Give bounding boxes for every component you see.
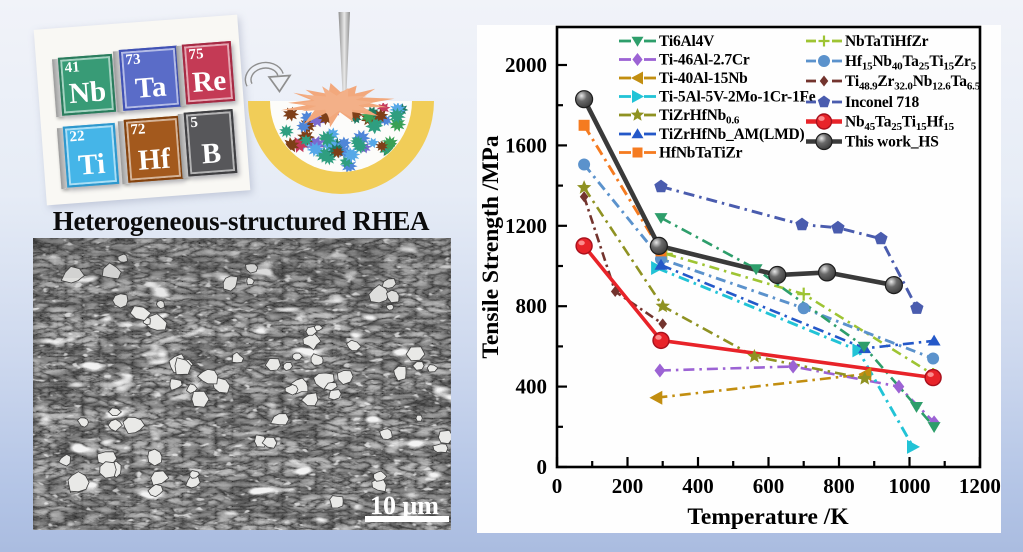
- svg-text:10 μm: 10 μm: [370, 491, 439, 520]
- svg-text:Nb45Ta25Ti15Hf15: Nb45Ta25Ti15Hf15: [845, 114, 955, 133]
- svg-text:Tensile Strength /MPa: Tensile Strength /MPa: [478, 135, 504, 359]
- svg-text:1600: 1600: [505, 133, 547, 157]
- svg-text:Ti-40Al-15Nb: Ti-40Al-15Nb: [659, 70, 748, 87]
- svg-text:200: 200: [612, 474, 644, 498]
- svg-text:1200: 1200: [505, 214, 547, 238]
- svg-text:2000: 2000: [505, 53, 547, 77]
- svg-text:HfNbTaTiZr: HfNbTaTiZr: [659, 145, 743, 162]
- svg-text:Inconel 718: Inconel 718: [845, 94, 919, 111]
- svg-text:TiZrHfNb_AM(LMD): TiZrHfNb_AM(LMD): [659, 126, 805, 143]
- svg-text:Ti-5Al-5V-2Mo-1Cr-1Fe: Ti-5Al-5V-2Mo-1Cr-1Fe: [659, 89, 816, 106]
- svg-text:400: 400: [516, 375, 548, 399]
- svg-text:Ti48.9Zr32.0Nb12.6Ta6.5: Ti48.9Zr32.0Nb12.6Ta6.5: [845, 73, 981, 92]
- svg-text:1200: 1200: [959, 474, 1001, 498]
- svg-text:NbTaTiHfZr: NbTaTiHfZr: [845, 33, 929, 50]
- svg-text:This work_HS: This work_HS: [845, 134, 939, 151]
- svg-text:Ti-46Al-2.7Cr: Ti-46Al-2.7Cr: [659, 52, 750, 69]
- svg-text:800: 800: [823, 474, 855, 498]
- svg-text:1000: 1000: [889, 474, 931, 498]
- svg-text:TiZrHfNb0.6: TiZrHfNb0.6: [659, 107, 740, 126]
- svg-text:0: 0: [552, 474, 563, 498]
- svg-text:600: 600: [753, 474, 785, 498]
- svg-text:Temperature /K: Temperature /K: [687, 504, 849, 530]
- svg-text:0: 0: [537, 455, 548, 479]
- svg-text:Ti6Al4V: Ti6Al4V: [659, 33, 715, 50]
- svg-text:Hf15Nb40Ta25Ti15Zr5: Hf15Nb40Ta25Ti15Zr5: [845, 53, 977, 72]
- svg-text:400: 400: [682, 474, 714, 498]
- svg-text:800: 800: [516, 294, 548, 318]
